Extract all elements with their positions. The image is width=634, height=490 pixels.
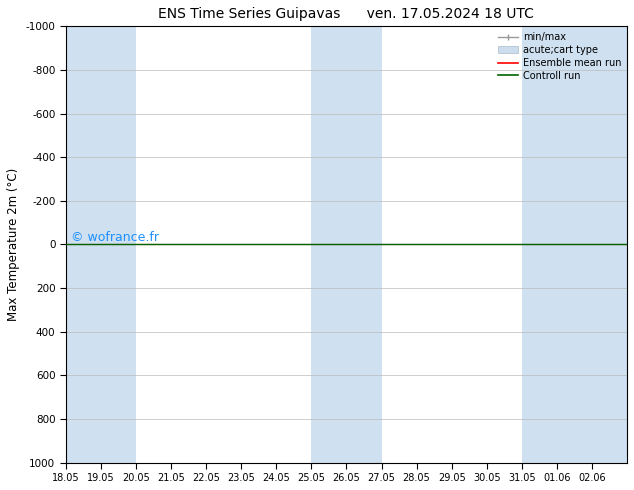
Title: ENS Time Series Guipavas      ven. 17.05.2024 18 UTC: ENS Time Series Guipavas ven. 17.05.2024… bbox=[158, 7, 534, 21]
Bar bbox=[311, 26, 382, 463]
Y-axis label: Max Temperature 2m (°C): Max Temperature 2m (°C) bbox=[7, 168, 20, 321]
Legend: min/max, acute;cart type, Ensemble mean run, Controll run: min/max, acute;cart type, Ensemble mean … bbox=[495, 28, 625, 85]
Bar bbox=[66, 26, 136, 463]
Text: © wofrance.fr: © wofrance.fr bbox=[72, 231, 159, 245]
Bar bbox=[522, 26, 627, 463]
